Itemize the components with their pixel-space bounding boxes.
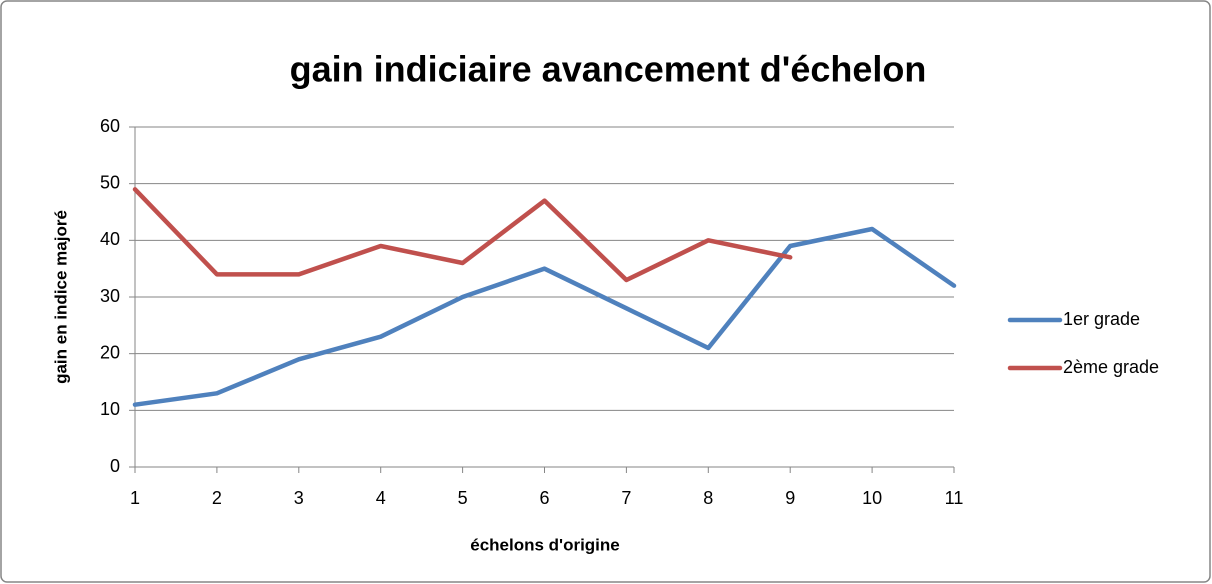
x-tick-label: 2 xyxy=(212,488,222,508)
y-tick-label: 40 xyxy=(100,229,120,249)
x-tick-label: 7 xyxy=(621,488,631,508)
x-tick-label: 11 xyxy=(945,488,964,508)
x-tick-label: 5 xyxy=(458,488,468,508)
y-tick-label: 50 xyxy=(100,172,120,192)
x-tick-label: 8 xyxy=(703,488,713,508)
series-line xyxy=(132,187,793,283)
y-tick-label: 30 xyxy=(100,286,120,306)
x-tick-label: 10 xyxy=(862,488,882,508)
x-tick-label: 1 xyxy=(130,488,140,508)
x-tick-label: 9 xyxy=(785,488,795,508)
y-axis-label: gain en indice majoré xyxy=(51,210,70,384)
x-tick-label: 4 xyxy=(376,488,386,508)
x-tick-label: 3 xyxy=(294,488,304,508)
x-tick-label: 6 xyxy=(539,488,549,508)
legend-label: 2ème grade xyxy=(1063,357,1159,377)
y-tick-label: 20 xyxy=(100,342,120,362)
legend-label: 1er grade xyxy=(1063,309,1140,329)
series-line xyxy=(132,226,957,407)
x-axis-label: échelons d'origine xyxy=(470,535,620,554)
y-tick-label: 0 xyxy=(110,456,120,476)
y-tick-label: 10 xyxy=(100,399,120,419)
chart-title: gain indiciaire avancement d'échelon xyxy=(290,49,927,90)
y-tick-label: 60 xyxy=(100,116,120,136)
